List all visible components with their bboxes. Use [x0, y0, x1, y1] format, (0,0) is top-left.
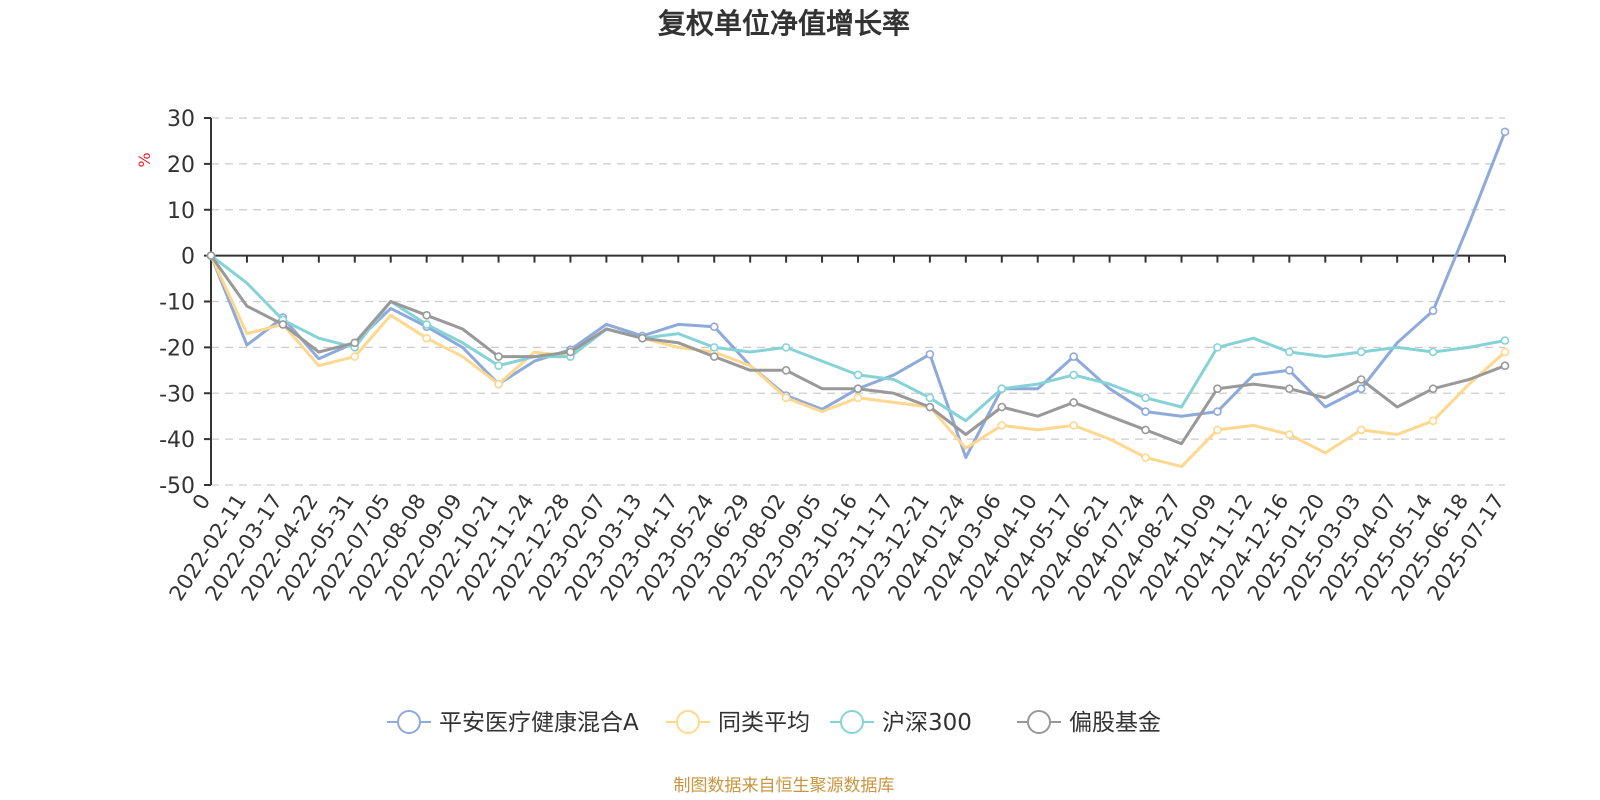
series-line-1 [209, 254, 1506, 469]
y-tick-label-0: 30 [167, 107, 195, 132]
legend-marker-0 [397, 710, 421, 734]
series-2-point-16 [781, 343, 791, 352]
y-tick-label-8: -50 [159, 474, 195, 499]
series-2-point-28 [1213, 343, 1222, 352]
y-tick-label-7: -40 [159, 428, 195, 453]
y-tick-label-5: -20 [159, 336, 195, 361]
series-1-point-32 [1356, 425, 1366, 435]
series-1-point-8 [494, 379, 503, 389]
series-1-point-4 [350, 352, 360, 361]
series-lines [206, 127, 1510, 469]
series-3-point-26 [1141, 425, 1150, 435]
x-tick-label-0: 0 [188, 490, 215, 514]
data-source-note: 制图数据来自恒生聚源数据库 [674, 776, 895, 796]
series-3-point-24 [1069, 398, 1078, 407]
series-2-point-24 [1069, 370, 1078, 380]
y-tick-label-1: 20 [167, 153, 195, 178]
series-1-point-30 [1285, 430, 1294, 439]
legend-item-3[interactable]: 偏股基金 [1017, 710, 1161, 736]
series-0-point-14 [709, 322, 719, 332]
series-3-point-10 [566, 347, 575, 357]
y-tick-label-4: -10 [159, 291, 195, 316]
y-axis: 30 20 10 0 -10 -20 -30 -40 -50 [159, 107, 212, 499]
chart-title: 复权单位净值增长率 [658, 7, 910, 40]
series-3-point-14 [709, 352, 719, 361]
series-0-point-32 [1356, 384, 1366, 393]
series-3-point-16 [781, 366, 791, 375]
series-1-point-22 [997, 421, 1007, 430]
legend-item-2[interactable]: 沪深300 [830, 710, 972, 736]
legend-label-1: 同类平均 [718, 710, 810, 736]
series-2-point-36 [1500, 336, 1510, 345]
legend-label-3: 偏股基金 [1069, 710, 1161, 736]
legend-label-0: 平安医疗健康混合A [439, 710, 639, 736]
series-0-point-36 [1500, 127, 1510, 137]
series-3-point-18 [853, 384, 863, 393]
series-1-point-18 [853, 393, 863, 403]
legend-marker-1 [676, 710, 700, 734]
y-tick-label-2: 10 [167, 199, 195, 224]
legend-marker-3 [1027, 710, 1051, 734]
series-3-point-6 [422, 310, 431, 320]
series-2-point-30 [1285, 347, 1294, 357]
series-1-point-28 [1213, 425, 1222, 435]
series-1-point-6 [422, 333, 431, 343]
series-3-point-22 [997, 402, 1007, 412]
legend-item-1[interactable]: 同类平均 [666, 710, 810, 736]
series-2-point-14 [709, 343, 719, 352]
series-2-point-8 [494, 361, 503, 371]
series-line-3 [209, 254, 1506, 446]
series-3-point-36 [1500, 361, 1510, 371]
series-3-point-32 [1356, 375, 1366, 384]
series-2-point-26 [1141, 393, 1150, 403]
series-0-point-26 [1141, 407, 1150, 416]
series-1-point-34 [1428, 416, 1438, 426]
y-tick-label-6: -30 [159, 382, 195, 407]
series-1-point-36 [1500, 347, 1510, 357]
series-3-point-8 [494, 352, 503, 361]
series-2-point-20 [925, 393, 935, 403]
series-1-point-26 [1141, 453, 1150, 462]
series-3-point-2 [278, 320, 288, 329]
x-axis: 02022-02-112022-03-172022-04-222022-05-3… [165, 254, 1509, 605]
series-2-point-34 [1428, 347, 1438, 357]
series-2-point-6 [422, 320, 431, 329]
legend-label-2: 沪深300 [882, 710, 972, 736]
series-1-point-16 [781, 393, 791, 403]
series-1-point-24 [1069, 421, 1078, 430]
series-0-point-20 [925, 349, 935, 359]
y-tick-label-3: 0 [181, 245, 195, 270]
series-2-point-32 [1356, 347, 1366, 357]
series-line-0 [209, 131, 1507, 459]
series-3-point-4 [350, 338, 360, 348]
series-0-point-28 [1213, 407, 1222, 416]
series-0-point-30 [1285, 366, 1294, 375]
series-2-point-18 [853, 370, 863, 380]
series-3-point-0 [206, 251, 216, 260]
grid-lines [211, 117, 1505, 486]
legend-item-0[interactable]: 平安医疗健康混合A [387, 710, 639, 736]
series-3-point-30 [1285, 384, 1294, 393]
series-3-point-12 [638, 333, 647, 343]
legend-marker-2 [840, 710, 864, 734]
series-0-point-34 [1428, 306, 1438, 315]
series-3-point-28 [1213, 384, 1222, 393]
series-3-point-34 [1428, 384, 1438, 393]
series-0-point-24 [1069, 352, 1078, 361]
y-axis-unit-label: % [135, 152, 154, 167]
legend[interactable]: 平安医疗健康混合A 同类平均 沪深300 偏股基金 [387, 710, 1161, 736]
series-3-point-20 [925, 402, 935, 412]
series-2-point-22 [997, 384, 1007, 393]
